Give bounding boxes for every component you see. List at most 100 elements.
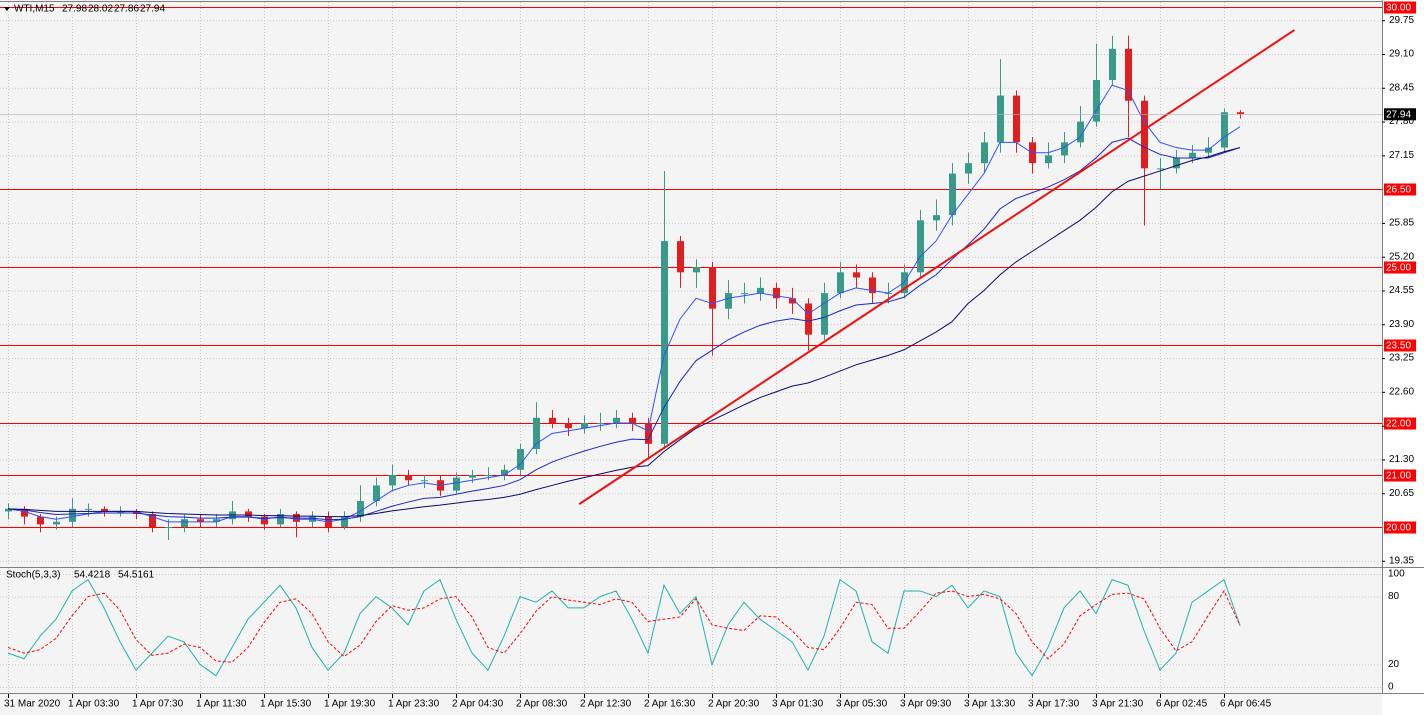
y-tick-label: 0 (1388, 682, 1394, 693)
y-tick-label: 25.85 (1389, 218, 1414, 229)
candle-body (85, 508, 92, 510)
y-tick-label: 22.60 (1389, 387, 1414, 398)
y-tick-label: 23.25 (1389, 353, 1414, 364)
x-tick-label: 31 Mar 2020 (4, 699, 61, 710)
y-tick-label: 27.80 (1389, 116, 1414, 127)
candle-body (725, 293, 732, 309)
candle-body (885, 293, 892, 295)
plot-background (0, 0, 1382, 715)
candle-body (949, 173, 956, 216)
y-tick-label: 20 (1388, 659, 1400, 670)
x-tick-label: 2 Apr 16:30 (644, 699, 696, 710)
trendline (578, 29, 1295, 505)
candle-body (869, 277, 876, 294)
stoch-signal-value: 54.5161 (118, 570, 155, 581)
candle-body (405, 475, 412, 481)
y-tick-label: 100 (1388, 569, 1405, 580)
candle-body (549, 417, 556, 424)
x-tick-label: 3 Apr 17:30 (1028, 699, 1080, 710)
stoch-line (7, 589, 1241, 663)
candle-body (485, 475, 492, 477)
y-tick-label: 19.35 (1389, 555, 1414, 566)
level-label: 21.00 (1386, 471, 1411, 482)
level-label: 26.50 (1386, 185, 1411, 196)
level-label-box (1384, 417, 1416, 430)
y-tick-label: 23.90 (1389, 319, 1414, 330)
candle-body (709, 267, 716, 309)
candle-body (357, 501, 364, 517)
x-tick-label: 2 Apr 20:30 (708, 699, 760, 710)
stoch-line (7, 578, 1241, 677)
candle-body (677, 241, 684, 273)
candle-body (501, 469, 508, 476)
candle-body (773, 287, 780, 299)
candle-body (613, 417, 620, 424)
level-label-box (1384, 469, 1416, 482)
x-tick-label: 2 Apr 12:30 (580, 699, 632, 710)
stoch-main-value: 54.4218 (74, 570, 111, 581)
candle-body (837, 272, 844, 294)
x-tick-label: 3 Apr 01:30 (772, 699, 824, 710)
candle-body (741, 293, 748, 295)
candle-body (597, 423, 604, 425)
x-tick-label: 1 Apr 15:30 (260, 699, 312, 710)
x-tick-label: 3 Apr 09:30 (900, 699, 952, 710)
level-label: 22.00 (1386, 419, 1411, 430)
x-tick-label: 6 Apr 02:45 (1156, 699, 1208, 710)
candle-body (277, 514, 284, 525)
header-open: 27.98 (62, 4, 87, 15)
y-tick-label: 29.10 (1389, 49, 1414, 60)
candle-body (933, 215, 940, 221)
candle-body (21, 508, 28, 517)
candle-body (1109, 48, 1116, 80)
candle-body (37, 516, 44, 525)
candle-body (389, 475, 396, 486)
x-tick-label: 3 Apr 05:30 (836, 699, 888, 710)
x-tick-label: 2 Apr 04:30 (452, 699, 504, 710)
candle-body (517, 449, 524, 470)
candle-body (149, 514, 156, 528)
axes: 31 Mar 2020 1 Apr 03:30 1 Apr 07:30 1 Apr 1… (4, 1, 1416, 710)
candle-body (181, 519, 188, 528)
candle-body (805, 303, 812, 335)
level-label-box (1384, 521, 1416, 534)
y-tick-label: 21.30 (1389, 454, 1414, 465)
y-tick-label: 20.65 (1389, 488, 1414, 499)
level-label: 25.00 (1386, 263, 1411, 274)
x-tick-label: 1 Apr 07:30 (132, 699, 184, 710)
candle-body (1013, 95, 1020, 143)
candle-body (453, 477, 460, 491)
moving-average (7, 137, 1241, 521)
chart-title: WTI,M15 (14, 4, 55, 15)
candle-body (469, 475, 476, 478)
candle-body (1173, 157, 1180, 169)
y-tick-label: 80 (1388, 591, 1400, 602)
x-tick-label: 1 Apr 11:30 (196, 699, 247, 710)
candle-body (341, 516, 348, 528)
candle-body (69, 508, 76, 522)
x-tick-label: 1 Apr 19:30 (324, 699, 376, 710)
candle-body (1189, 152, 1196, 158)
candle-body (1221, 112, 1228, 148)
candle-body (53, 521, 60, 525)
candle-body (1237, 112, 1244, 115)
level-label-box (1384, 261, 1416, 274)
candle-body (693, 267, 700, 273)
y-tick-label: 29.75 (1389, 15, 1414, 26)
candle-body (1125, 48, 1132, 101)
candle-body (5, 508, 12, 512)
y-tick-label: 28.45 (1389, 82, 1414, 93)
price-box (1384, 108, 1416, 121)
candle-body (1157, 168, 1164, 170)
candle-body (1141, 100, 1148, 169)
candle-body (213, 519, 220, 522)
header-low: 27.86 (114, 4, 139, 15)
candle-body (373, 485, 380, 502)
candle-body (645, 423, 652, 444)
level-label-box (1384, 183, 1416, 196)
candle-body (581, 423, 588, 429)
candle-body (261, 516, 268, 525)
x-tick-label: 2 Apr 08:30 (516, 699, 568, 710)
